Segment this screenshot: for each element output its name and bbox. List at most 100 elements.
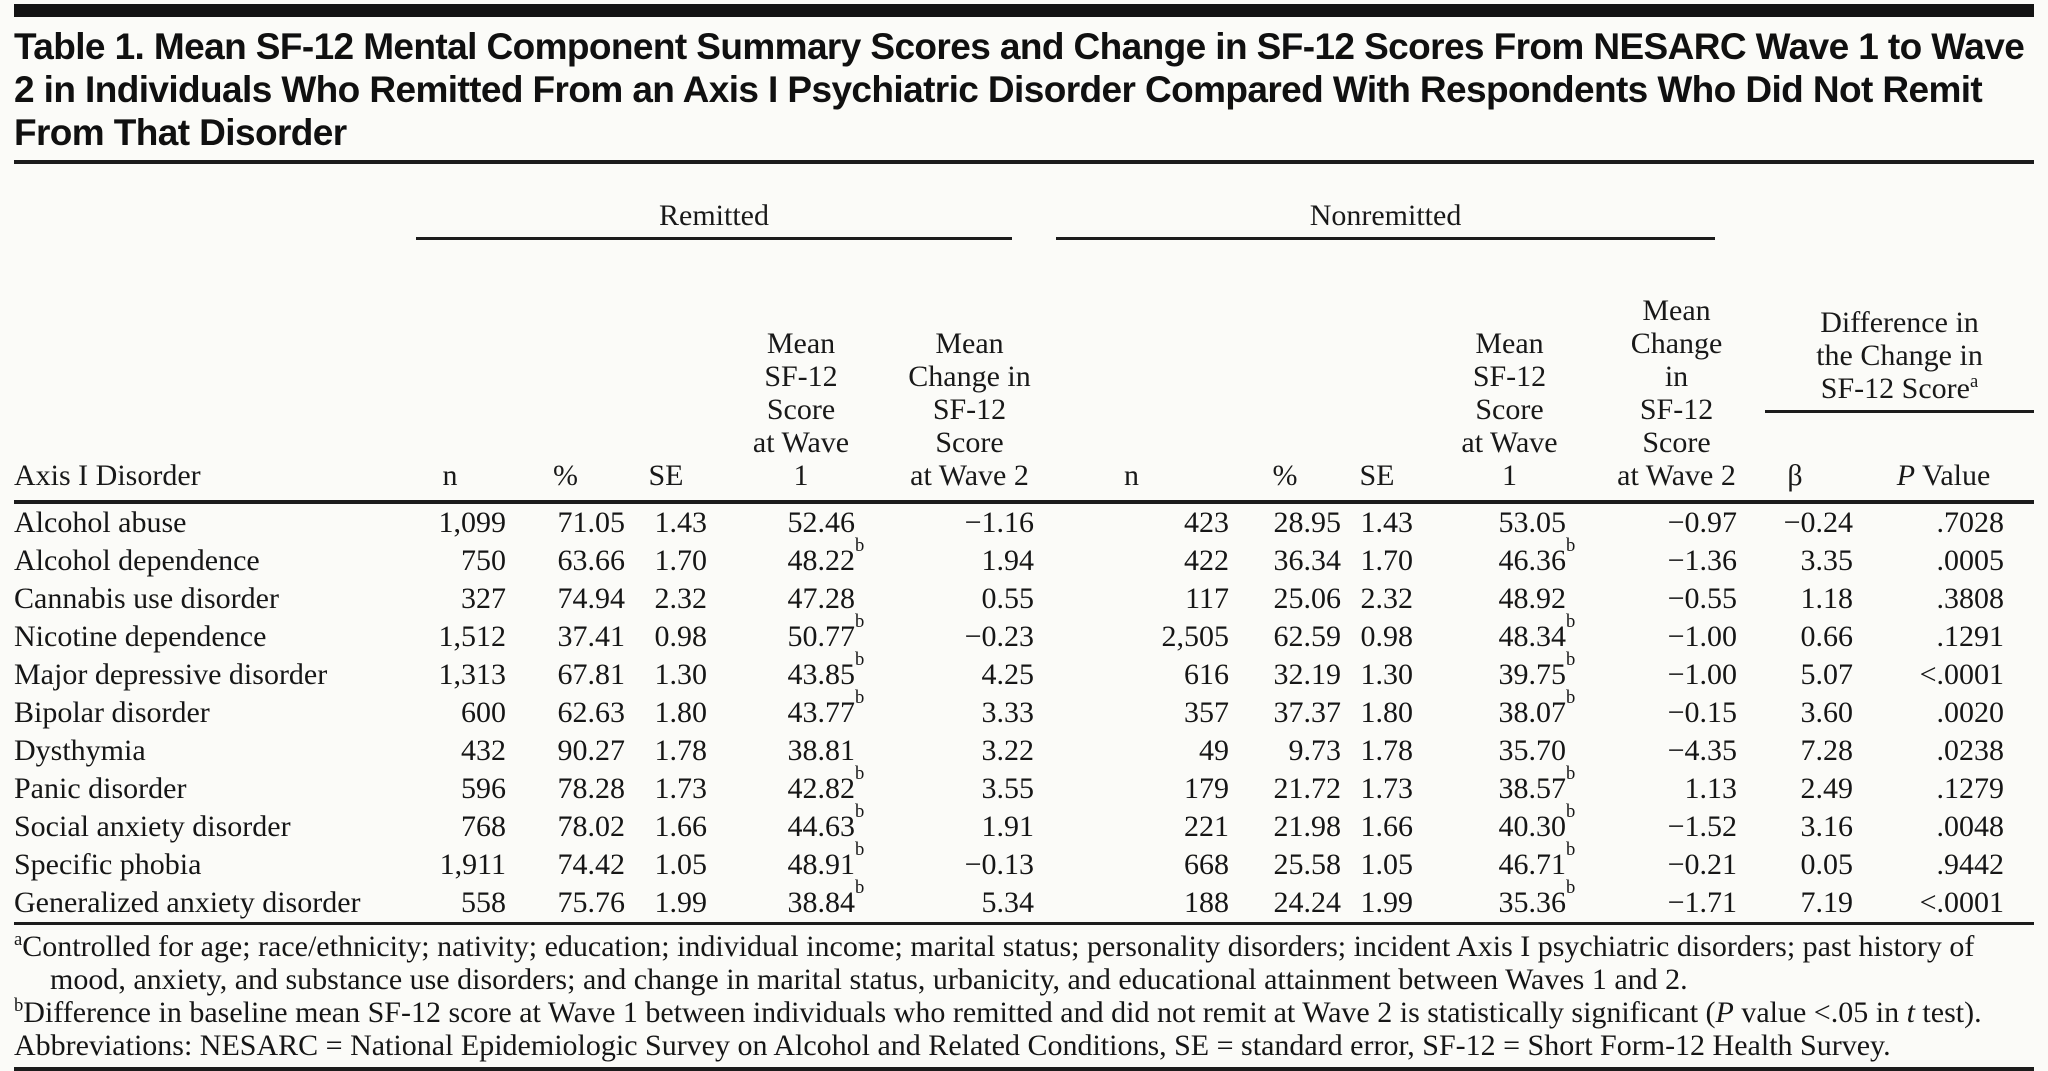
disorder-cell: Social anxiety disorder xyxy=(14,810,291,843)
nonremitted-value-cell: 48.34 b xyxy=(1498,610,1576,653)
remitted-value-cell: 1,313 xyxy=(438,658,507,691)
difference-group-label: Difference in the Change in SF-12 Scorea xyxy=(1765,306,2035,413)
column-header-pct: % xyxy=(1229,273,1341,504)
beta-cell: 3.35 xyxy=(1800,544,1854,577)
nonremitted-value-cell: 28.95 xyxy=(1273,506,1342,539)
remitted-value-cell: 327 xyxy=(461,582,506,615)
nonremitted-value-cell: 188 xyxy=(1034,884,1229,925)
group-header-row: Remitted Nonremitted xyxy=(14,166,2034,273)
column-header-beta: β xyxy=(1737,446,1854,504)
column-header-p-value: P Value xyxy=(1853,446,2035,504)
nonremitted-value-cell: 616 xyxy=(1184,658,1229,691)
spacer-cell xyxy=(1737,166,2034,273)
nonremitted-value-cell: 35.36 b xyxy=(1413,878,1575,925)
column-header-axis-disorder: Axis I Disorder xyxy=(14,273,394,504)
nonremitted-value-cell: 36.34 xyxy=(1273,544,1342,577)
remitted-value-cell: 1.05 xyxy=(654,848,708,881)
table-header: Remitted Nonremitted Axis I Disorder n %… xyxy=(14,166,2035,504)
table-row: Cannabis use disorder 327 74.94 2.32 47.28 0.… xyxy=(14,580,2034,618)
p-value-cell: .0238 xyxy=(1936,734,2005,767)
remitted-value-cell: 42.82 b xyxy=(787,762,865,805)
disorder-cell: Specific phobia xyxy=(14,848,202,881)
remitted-value-cell: 1.94 xyxy=(981,544,1035,577)
table-title: Table 1. Mean SF-12 Mental Component Sum… xyxy=(14,26,2025,153)
nonremitted-value-cell: 1.73 xyxy=(1360,772,1414,805)
remitted-value-cell: 38.81 xyxy=(787,734,856,767)
remitted-value-cell: 4.25 xyxy=(981,658,1035,691)
remitted-group-label: Remitted xyxy=(416,199,1012,240)
disorder-cell: Alcohol dependence xyxy=(14,544,260,577)
nonremitted-value-cell: −0.15 xyxy=(1667,696,1738,729)
nonremitted-value-cell: 32.19 xyxy=(1273,658,1342,691)
beta-cell: 7.19 xyxy=(1737,884,1854,925)
remitted-value-cell: 768 xyxy=(461,810,506,843)
nonremitted-value-cell: 1.99 xyxy=(1341,884,1413,925)
top-rule-bar xyxy=(14,4,2034,17)
nonremitted-group-label: Nonremitted xyxy=(1056,199,1716,240)
remitted-value-cell: 90.27 xyxy=(557,734,626,767)
remitted-value-cell: −0.13 xyxy=(964,848,1034,881)
table-row: Bipolar disorder 600 62.63 1.80 43.77 b 3.33 35… xyxy=(14,688,2034,732)
column-header-change-wave2: Mean Change in SF-12 Score at Wave 2 xyxy=(1566,273,1738,504)
remitted-value-cell: 1.78 xyxy=(654,734,708,767)
remitted-value-cell: 47.28 xyxy=(787,582,856,615)
remitted-value-cell: 52.46 xyxy=(787,506,856,539)
p-value-cell: .0020 xyxy=(1936,696,2005,729)
beta-cell: 0.05 xyxy=(1800,848,1854,881)
nonremitted-value-cell: 1.43 xyxy=(1360,506,1414,539)
table-row: Panic disorder 596 78.28 1.73 42.82 b 3.55 179 2… xyxy=(14,762,2034,808)
table-body: Alcohol abuse 1,099 71.05 1.43 52.46 −1.16 423… xyxy=(14,502,2035,925)
nonremitted-value-cell: 53.05 xyxy=(1498,506,1567,539)
remitted-value-cell: 1.99 xyxy=(625,884,707,925)
table-row: Social anxiety disorder 768 78.02 1.66 44.63… xyxy=(14,802,2034,846)
remitted-value-cell: 78.28 xyxy=(557,772,626,805)
remitted-value-cell: −1.16 xyxy=(964,506,1034,539)
remitted-value-cell: 1.91 xyxy=(981,810,1035,843)
p-value-cell: <.0001 xyxy=(1853,884,2035,925)
disorder-cell: Cannabis use disorder xyxy=(14,582,279,615)
column-header-n: n xyxy=(1034,273,1229,504)
p-value-cell: .9442 xyxy=(1936,848,2005,881)
nonremitted-value-cell: 2,505 xyxy=(1161,620,1230,653)
nonremitted-value-cell: 1.70 xyxy=(1360,544,1414,577)
nonremitted-value-cell: 1.80 xyxy=(1360,696,1414,729)
disorder-cell: Alcohol abuse xyxy=(14,506,187,539)
nonremitted-value-cell: 0.98 xyxy=(1360,620,1414,653)
nonremitted-value-cell: 1.30 xyxy=(1360,658,1414,691)
remitted-value-cell: 1.70 xyxy=(654,544,708,577)
disorder-cell: Dysthymia xyxy=(14,734,146,767)
nonremitted-value-cell: −1.00 xyxy=(1667,658,1738,691)
remitted-value-cell: 74.42 xyxy=(557,848,626,881)
column-header-n: n xyxy=(394,273,506,504)
remitted-value-cell: 1.80 xyxy=(654,696,708,729)
nonremitted-value-cell: 1.05 xyxy=(1360,848,1414,881)
remitted-value-cell: −0.23 xyxy=(964,620,1034,653)
p-value-cell: .3808 xyxy=(1936,582,2005,615)
nonremitted-value-cell: 21.72 xyxy=(1273,772,1342,805)
remitted-group-header: Remitted xyxy=(394,166,1034,273)
beta-cell: 7.28 xyxy=(1800,734,1854,767)
beta-cell: 1.18 xyxy=(1800,582,1854,615)
remitted-value-cell: 38.84 b xyxy=(707,878,864,925)
nonremitted-group-header: Nonremitted xyxy=(1034,166,1737,273)
remitted-value-cell: 43.85 b xyxy=(787,648,865,691)
p-value-cell: <.0001 xyxy=(1919,658,2005,691)
table-row: Alcohol abuse 1,099 71.05 1.43 52.46 −1.16 423… xyxy=(14,502,2034,542)
remitted-value-cell: 48.91 b xyxy=(787,838,865,881)
column-header-se: SE xyxy=(1341,273,1413,504)
column-header-se: SE xyxy=(625,273,707,504)
spacer-cell xyxy=(14,166,394,273)
nonremitted-value-cell: 49 xyxy=(1199,734,1229,767)
sf12-summary-table: Remitted Nonremitted Axis I Disorder n %… xyxy=(14,166,2035,925)
remitted-value-cell: 596 xyxy=(461,772,506,805)
sub-header-row: β P Value xyxy=(14,446,2035,504)
nonremitted-value-cell: −0.21 xyxy=(1667,848,1738,881)
p-value-cell: .7028 xyxy=(1936,506,2005,539)
nonremitted-value-cell: 39.75 b xyxy=(1498,648,1576,691)
nonremitted-value-cell: 38.57 b xyxy=(1498,762,1576,805)
remitted-value-cell: 3.22 xyxy=(981,734,1035,767)
remitted-value-cell: 1.66 xyxy=(654,810,708,843)
remitted-value-cell: 432 xyxy=(461,734,506,767)
footnote-abbreviations: Abbreviations: NESARC = National Epidemi… xyxy=(14,1029,1891,1062)
column-header-row: Axis I Disorder n % SE Mean SF-12 Score … xyxy=(14,273,2035,504)
